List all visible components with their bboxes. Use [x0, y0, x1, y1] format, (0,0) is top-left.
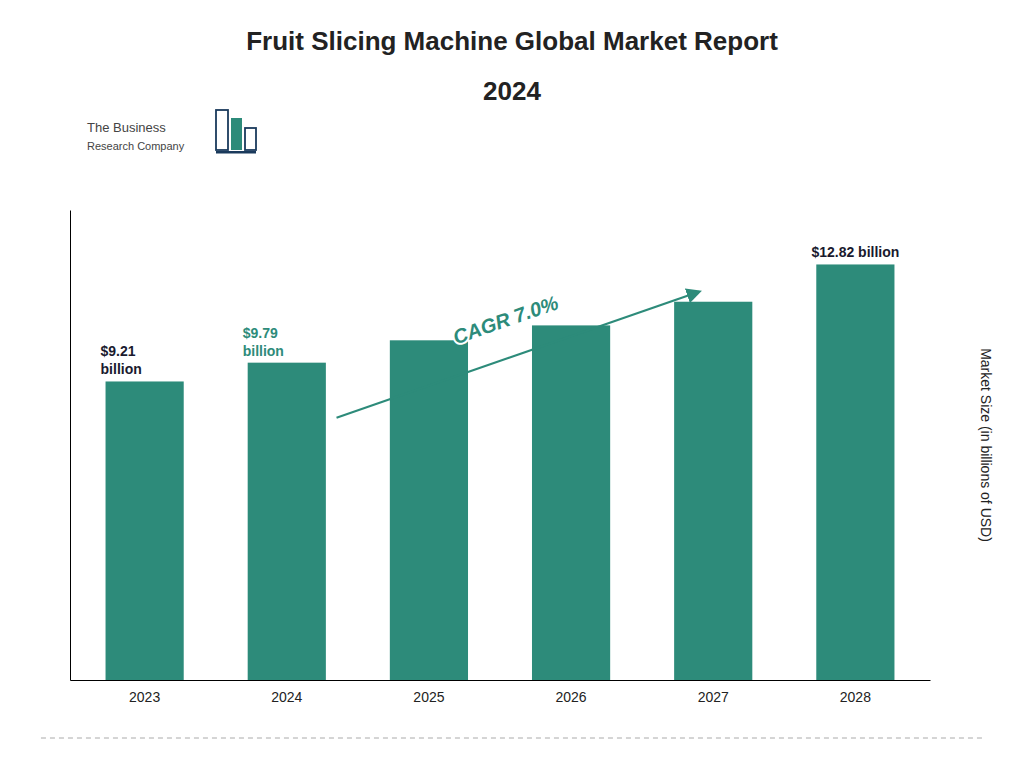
annotation-line: billion: [243, 343, 284, 359]
logo: The Business Research Company: [87, 110, 256, 154]
x-tick-label: 2026: [555, 689, 586, 705]
x-tick-label: 2024: [271, 689, 302, 705]
bar: [106, 381, 184, 680]
x-tick-label: 2025: [413, 689, 444, 705]
logo-text: The Business: [87, 120, 166, 135]
bar: [674, 302, 752, 680]
bars: [106, 264, 895, 680]
y-axis-line: [70, 211, 71, 681]
bar: [248, 363, 326, 680]
y-axis: [70, 211, 71, 681]
logo-icon-base: [216, 151, 256, 154]
x-tick-label: 2027: [698, 689, 729, 705]
x-tick: 2028: [840, 680, 871, 705]
logo-icon-bar: [231, 118, 242, 150]
annotation: $9.79 billion: [243, 325, 284, 359]
logo-text: Research Company: [87, 140, 185, 152]
x-tick: 2027: [698, 680, 729, 705]
logo-icon-bar: [245, 128, 256, 150]
bottom-rule: [41, 738, 983, 739]
x-tick-label: 2023: [129, 689, 160, 705]
title: Fruit Slicing Machine Global Market Repo…: [246, 26, 778, 56]
logo-icon: [216, 110, 256, 154]
x-axis-line: [71, 680, 931, 681]
annotation-line: billion: [101, 361, 142, 377]
annotation-line: $9.21: [101, 343, 136, 359]
bar: [390, 340, 468, 680]
annotation-line: $12.82 billion: [811, 244, 899, 260]
x-tick: 2023: [129, 680, 160, 705]
annotation-line: $9.79: [243, 325, 278, 341]
annotation: $9.21 billion: [101, 343, 142, 377]
cagr-label: CAGR 7.0%: [450, 291, 561, 348]
x-tick-label: 2028: [840, 689, 871, 705]
bar: [532, 325, 610, 680]
bar: [816, 264, 894, 680]
subtitle: 2024: [483, 76, 541, 106]
annotation: $12.82 billion: [811, 244, 899, 260]
x-tick: 2025: [413, 680, 444, 705]
chart: Fruit Slicing Machine Global Market Repo…: [0, 0, 1024, 768]
annotations: $9.21 billion $9.79 billion $12.82 billion CA…: [101, 244, 900, 417]
x-axis: 2023 2024 2025 2026 2027 2028: [71, 680, 931, 705]
x-tick: 2026: [555, 680, 586, 705]
cagr-arrow: [337, 292, 699, 418]
y-axis-title: Market Size (in billions of USD): [978, 348, 994, 542]
logo-icon-bar: [216, 110, 228, 150]
x-tick: 2024: [271, 680, 302, 705]
